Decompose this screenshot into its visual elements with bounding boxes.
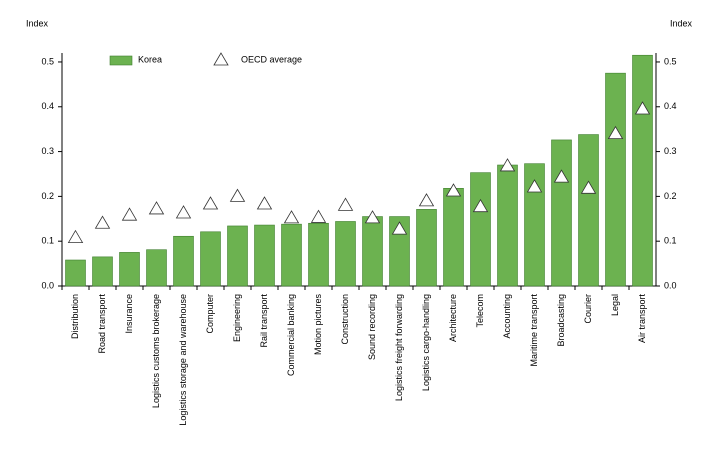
oecd-marker bbox=[256, 196, 273, 210]
bar bbox=[362, 216, 383, 287]
y2-tick-label: 0.1 bbox=[664, 236, 677, 246]
oecd-marker bbox=[499, 158, 516, 172]
oecd-marker bbox=[553, 169, 570, 183]
x-tick-label: Road transport bbox=[97, 294, 107, 354]
bar bbox=[632, 54, 653, 287]
oecd-marker bbox=[148, 201, 165, 215]
bar bbox=[227, 225, 248, 287]
x-tick-label: Computer bbox=[205, 294, 215, 334]
bar bbox=[92, 256, 113, 287]
x-tick-label: Logistics storage and warehouse bbox=[178, 294, 188, 426]
y2-tick-label: 0.2 bbox=[664, 191, 677, 201]
x-tick-label: Commercial banking bbox=[286, 294, 296, 376]
x-tick-label: Construction bbox=[340, 294, 350, 345]
y-tick-label: 0.4 bbox=[41, 101, 54, 111]
x-tick-label: Courier bbox=[583, 294, 593, 324]
oecd-marker bbox=[67, 229, 84, 244]
bar bbox=[308, 222, 329, 287]
bar bbox=[443, 188, 464, 287]
bar bbox=[335, 221, 356, 287]
oecd-marker bbox=[445, 183, 462, 197]
bar bbox=[173, 235, 194, 287]
x-tick-label: Rail transport bbox=[259, 294, 269, 348]
x-tick-label: Logistics freight forwarding bbox=[394, 294, 404, 401]
oecd-marker bbox=[607, 125, 624, 140]
bar bbox=[470, 172, 491, 287]
x-tick-label: Distribution bbox=[70, 294, 80, 339]
oecd-marker bbox=[526, 179, 543, 193]
y2-axis-label: Index bbox=[670, 18, 693, 28]
bar bbox=[65, 259, 86, 287]
x-tick-label: Telecom bbox=[475, 294, 485, 328]
y2-tick-label: 0.0 bbox=[664, 280, 677, 290]
bar bbox=[146, 249, 167, 287]
oecd-marker bbox=[337, 197, 354, 211]
x-tick-label: Air transport bbox=[637, 294, 647, 344]
oecd-marker bbox=[634, 101, 651, 115]
y-tick-label: 0.3 bbox=[41, 146, 54, 156]
bar bbox=[281, 223, 302, 287]
x-tick-label: Broadcasting bbox=[556, 294, 566, 347]
x-tick-label: Legal bbox=[610, 294, 620, 316]
legend-swatch bbox=[213, 52, 229, 66]
y-tick-label: 0.2 bbox=[41, 191, 54, 201]
oecd-marker bbox=[121, 207, 138, 221]
oecd-marker bbox=[580, 180, 597, 194]
bar bbox=[605, 72, 626, 287]
bar bbox=[200, 231, 221, 287]
x-tick-label: Sound recording bbox=[367, 294, 377, 360]
y-tick-label: 0.5 bbox=[41, 56, 54, 66]
oecd-marker bbox=[175, 205, 192, 219]
bar bbox=[254, 224, 275, 287]
oecd-marker bbox=[310, 209, 327, 223]
y2-tick-label: 0.4 bbox=[664, 101, 677, 111]
bar bbox=[416, 209, 437, 287]
oecd-marker bbox=[283, 210, 300, 224]
x-tick-label: Engineering bbox=[232, 294, 242, 342]
x-tick-label: Architecture bbox=[448, 294, 458, 342]
x-tick-label: Logistics cargo-handling bbox=[421, 294, 431, 391]
legend-label: OECD average bbox=[241, 54, 302, 64]
oecd-marker bbox=[472, 198, 489, 213]
bar bbox=[524, 163, 545, 287]
bar bbox=[497, 164, 518, 287]
y-tick-label: 0.1 bbox=[41, 236, 54, 246]
bar bbox=[119, 252, 140, 287]
y2-tick-label: 0.5 bbox=[664, 56, 677, 66]
x-tick-label: Motion pictures bbox=[313, 294, 323, 356]
y-axis-label: Index bbox=[26, 18, 49, 28]
oecd-marker bbox=[364, 210, 381, 224]
y2-tick-label: 0.3 bbox=[664, 146, 677, 156]
x-tick-label: Maritime transport bbox=[529, 294, 539, 367]
legend-label: Korea bbox=[138, 54, 162, 64]
oecd-marker bbox=[391, 221, 408, 235]
bar bbox=[578, 134, 599, 287]
x-tick-label: Accounting bbox=[502, 294, 512, 339]
bar bbox=[551, 139, 572, 287]
x-tick-label: Logistics customs brokerage bbox=[151, 294, 161, 408]
y-tick-label: 0.0 bbox=[41, 280, 54, 290]
legend-swatch bbox=[109, 55, 133, 66]
oecd-marker bbox=[229, 188, 246, 202]
oecd-marker bbox=[202, 196, 219, 210]
oecd-marker bbox=[418, 193, 435, 207]
x-tick-label: Insurance bbox=[124, 294, 134, 334]
oecd-marker bbox=[94, 215, 111, 229]
